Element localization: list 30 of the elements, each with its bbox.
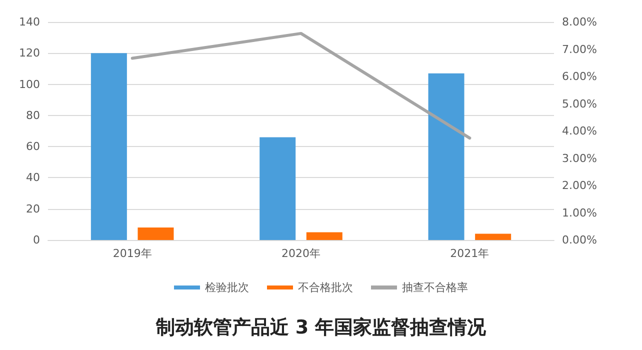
- x-tick-label: 2021年: [450, 247, 490, 260]
- text: 制动软管产品近 3 年国家监督抽查情况: [154, 316, 488, 338]
- x-tick-label: 2019年: [112, 247, 152, 260]
- y-tick-label: 80: [26, 108, 40, 122]
- bar: [428, 73, 464, 240]
- y2-tick-label: 6.00%: [562, 70, 597, 83]
- y-tick-label: 20: [26, 202, 40, 216]
- y2-tick-label: 4.00%: [562, 124, 597, 138]
- y2-tick-label: 1.00%: [562, 206, 597, 220]
- bar: [138, 228, 174, 240]
- y2-tick-label: 7.00%: [562, 42, 597, 56]
- x-tick-label: 2020年: [282, 247, 320, 260]
- bar: [260, 137, 296, 240]
- y2-tick-label: 5.00%: [562, 97, 597, 110]
- bar: [90, 53, 127, 240]
- y2-tick-label: 2.00%: [562, 179, 597, 192]
- y-tick-label: 120: [19, 46, 40, 60]
- legend-label: 检验批次: [205, 281, 249, 294]
- y2-tick-label: 0.00%: [562, 234, 597, 246]
- y2-tick-label: 8.00%: [562, 16, 597, 28]
- y-tick-label: 60: [26, 140, 40, 154]
- y-tick-label: 0: [33, 234, 40, 246]
- y-tick-label: 140: [19, 16, 40, 28]
- y-tick-label: 40: [26, 171, 40, 184]
- y2-tick-label: 3.00%: [562, 152, 597, 165]
- bar: [475, 234, 512, 240]
- y-tick-label: 100: [19, 78, 40, 91]
- bar: [306, 232, 342, 240]
- legend-label: 抽查不合格率: [402, 281, 468, 294]
- legend-label: 不合格批次: [298, 281, 353, 294]
